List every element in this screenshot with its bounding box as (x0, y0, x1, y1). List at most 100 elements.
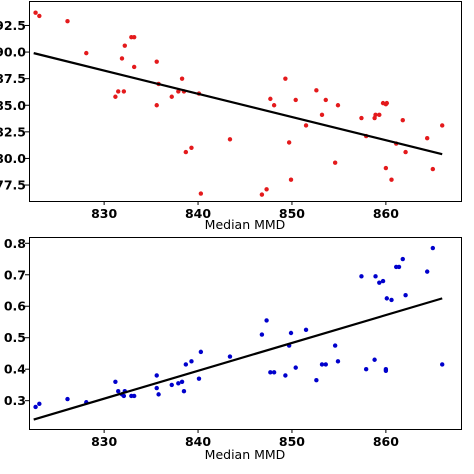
data-point (121, 89, 127, 94)
x-tick-label: 850 (279, 206, 305, 221)
data-point (183, 362, 189, 367)
y-tick-label: 80.0 (0, 151, 26, 166)
data-point (179, 76, 185, 81)
data-point (430, 166, 436, 172)
data-point (288, 330, 294, 336)
data-point (119, 56, 125, 61)
data-point (65, 396, 70, 402)
data-point (189, 145, 194, 151)
data-point (271, 370, 277, 375)
data-point (373, 112, 378, 118)
data-point (384, 100, 390, 106)
data-point (440, 362, 445, 367)
x-tick-label: 840 (185, 434, 211, 449)
data-point (268, 96, 273, 102)
data-point (283, 373, 288, 378)
trend-line (33, 297, 443, 421)
y-tick-label: 0.6 (4, 299, 26, 314)
data-point (154, 373, 159, 378)
y-tick-label: 87.5 (0, 71, 26, 86)
x-tick-label: 860 (373, 434, 399, 449)
data-point (335, 103, 341, 108)
data-point (319, 362, 325, 367)
data-point (323, 97, 328, 103)
data-point (314, 378, 319, 383)
data-point (359, 274, 364, 279)
y-tick-label: 0.7 (4, 267, 26, 282)
data-point (293, 365, 298, 370)
data-point (259, 332, 265, 337)
data-point (131, 64, 137, 70)
data-point (363, 366, 369, 372)
data-point (424, 269, 430, 274)
data-point (37, 13, 42, 19)
data-point (227, 137, 233, 142)
data-point (396, 264, 402, 270)
data-point (377, 112, 382, 118)
y-tick-label: 90.0 (0, 45, 26, 60)
data-point (384, 296, 390, 301)
data-point (65, 19, 70, 24)
data-point (359, 115, 364, 121)
data-point (264, 318, 269, 323)
data-point (288, 177, 294, 182)
data-point (380, 278, 386, 284)
data-point (271, 103, 277, 108)
data-point (37, 401, 42, 407)
data-point (430, 245, 436, 251)
y-tick-label: 0.4 (4, 362, 26, 377)
trend-line (33, 52, 443, 156)
data-point (373, 274, 378, 279)
data-point (372, 357, 377, 362)
data-point (181, 389, 187, 394)
data-point (154, 59, 159, 64)
y-tick-label: 82.5 (0, 124, 26, 139)
data-point (303, 123, 309, 128)
data-point (198, 349, 204, 355)
data-point (303, 327, 309, 333)
data-point (121, 393, 127, 399)
x-tick-label: 840 (185, 206, 211, 221)
data-point (33, 404, 38, 410)
data-point (113, 94, 118, 99)
data-point (169, 94, 174, 99)
data-point (131, 34, 137, 40)
data-point (389, 177, 394, 182)
data-point (264, 187, 269, 192)
data-point (332, 160, 338, 165)
y-tick-label: 0.8 (4, 236, 26, 251)
bottom-scatter-panel: 830 840 850 860 0.3 0.4 0.5 0.6 0.7 0.8 Median MMD (4, 236, 462, 462)
data-point (377, 280, 382, 285)
data-point (323, 362, 328, 367)
data-point (156, 392, 161, 397)
data-point (113, 379, 118, 384)
data-point (400, 117, 405, 123)
data-point (403, 293, 408, 298)
data-point (440, 123, 445, 128)
data-point (198, 191, 204, 196)
x-tick-label: 860 (373, 206, 399, 221)
data-point (183, 149, 189, 155)
data-point (176, 89, 181, 94)
data-point (332, 343, 338, 348)
data-point (169, 382, 174, 388)
data-point (314, 88, 319, 93)
data-point (84, 50, 89, 56)
x-tick-label: 830 (91, 206, 117, 221)
data-point (268, 370, 273, 375)
data-point (383, 368, 389, 373)
data-point (116, 389, 121, 394)
axes-frame (29, 1, 462, 202)
data-point (335, 359, 341, 364)
data-point (154, 103, 159, 108)
x-axis-label: Median MMD (205, 217, 286, 232)
data-point (424, 136, 430, 141)
data-point (403, 149, 408, 155)
data-point (196, 376, 202, 381)
y-tick-label: 0.5 (4, 330, 26, 345)
x-axis-label: Median MMD (205, 447, 286, 462)
data-point (116, 89, 121, 94)
plot-area (33, 245, 445, 421)
data-point (227, 354, 233, 359)
